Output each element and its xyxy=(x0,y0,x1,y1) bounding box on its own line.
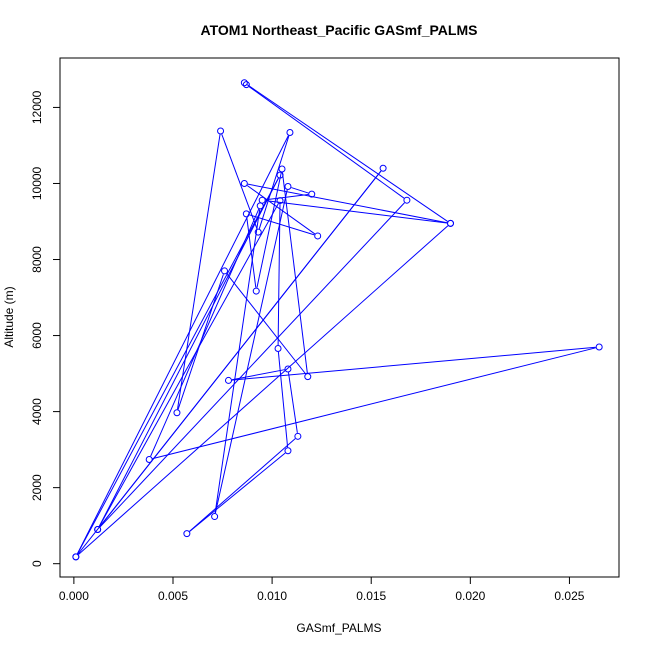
y-tick-label: 0 xyxy=(30,560,44,567)
series-segment xyxy=(248,86,405,199)
data-point xyxy=(254,228,262,236)
y-axis-label: Altitude (m) xyxy=(2,286,16,347)
data-point xyxy=(314,232,322,240)
data-point xyxy=(94,525,102,533)
x-tick-label: 0.010 xyxy=(257,589,287,603)
series-segment xyxy=(226,273,307,375)
y-tick-label: 4000 xyxy=(30,398,44,425)
data-point xyxy=(242,210,250,218)
data-point xyxy=(284,365,292,373)
data-point xyxy=(274,344,282,352)
y-tick-label: 12000 xyxy=(30,90,44,124)
series-segment xyxy=(265,200,448,224)
plot-area-frame xyxy=(59,57,620,578)
y-tick-label: 6000 xyxy=(30,322,44,349)
series-segment xyxy=(231,346,596,381)
y-tick-label: 2000 xyxy=(30,474,44,501)
data-point xyxy=(286,129,294,137)
data-point xyxy=(304,373,312,381)
data-point xyxy=(276,197,284,205)
series-segment xyxy=(189,438,296,532)
data-point xyxy=(183,530,191,538)
series-segment xyxy=(246,185,316,235)
data-point xyxy=(308,190,316,198)
data-point xyxy=(240,79,248,87)
series-segment xyxy=(258,135,290,229)
series-segment xyxy=(291,187,309,194)
series-segment xyxy=(189,452,286,532)
x-tick-label: 0.020 xyxy=(455,589,485,603)
data-point xyxy=(447,219,455,227)
series-segment xyxy=(99,170,382,528)
series-segment xyxy=(98,177,279,527)
series-segment xyxy=(246,84,448,222)
series-segment xyxy=(176,134,221,410)
data-point xyxy=(595,343,603,351)
series-segment xyxy=(265,194,309,201)
data-point xyxy=(240,179,248,187)
x-axis-label: GASmf_PALMS xyxy=(296,621,381,635)
data-point xyxy=(403,196,411,204)
series-segment xyxy=(247,183,448,224)
series-segment xyxy=(99,202,405,528)
chart-title: ATOM1 Northeast_Pacific GASmf_PALMS xyxy=(201,22,478,38)
data-point xyxy=(173,409,181,417)
y-tick-label: 8000 xyxy=(30,246,44,273)
series-segment xyxy=(76,135,289,554)
series-segment xyxy=(150,208,260,457)
x-axis: 0.000 0.005 0.010 0.015 0.020 0.025 xyxy=(59,576,585,603)
data-point xyxy=(278,165,286,173)
series-segment xyxy=(214,209,261,514)
series-segment xyxy=(249,214,315,236)
series-segment xyxy=(221,134,258,230)
data-point xyxy=(211,513,219,521)
series-segment xyxy=(214,189,288,514)
y-axis: 0 2000 4000 6000 8000 10000 12000 xyxy=(30,90,61,567)
x-tick-label: 0.015 xyxy=(356,589,386,603)
data-point xyxy=(252,287,260,295)
x-tick-label: 0.005 xyxy=(158,589,188,603)
data-point xyxy=(379,164,387,172)
data-point xyxy=(284,183,292,191)
series-segment xyxy=(98,203,279,527)
data-point xyxy=(276,171,284,179)
data-point xyxy=(256,202,264,210)
data-point xyxy=(72,553,80,561)
data-point xyxy=(145,456,153,464)
data-point xyxy=(284,447,292,455)
data-point xyxy=(224,376,232,384)
series-segment xyxy=(277,351,289,448)
data-point xyxy=(221,267,229,275)
data-point xyxy=(242,81,250,89)
series-layer xyxy=(72,79,603,561)
y-tick-label: 10000 xyxy=(30,166,44,200)
series-segment xyxy=(277,204,281,345)
series-segment xyxy=(78,225,449,555)
x-tick-label: 0.000 xyxy=(59,589,89,603)
data-point xyxy=(294,432,302,440)
data-point xyxy=(258,196,266,204)
series-segment xyxy=(231,369,285,381)
series-segment xyxy=(256,172,282,288)
series-segment xyxy=(281,172,308,374)
data-point xyxy=(217,127,225,135)
series-segment xyxy=(152,347,596,460)
x-tick-label: 0.025 xyxy=(554,589,584,603)
